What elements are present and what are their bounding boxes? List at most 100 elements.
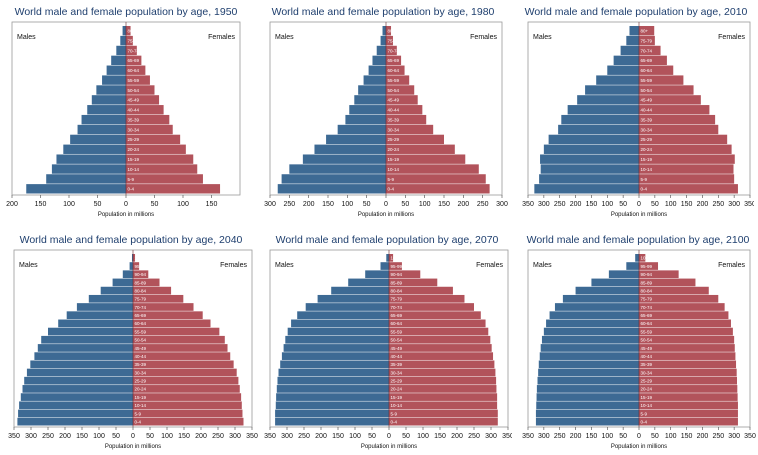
age-label: 40-44 bbox=[135, 354, 147, 359]
bar-females bbox=[386, 35, 393, 46]
chart-title: World male and female population by age,… bbox=[15, 6, 238, 18]
bar-males bbox=[535, 417, 639, 426]
age-label: 10-14 bbox=[391, 403, 403, 408]
bar-males bbox=[275, 409, 389, 418]
bar-females bbox=[639, 401, 738, 410]
bar-females bbox=[639, 144, 732, 154]
bar-females bbox=[639, 294, 719, 303]
bar-males bbox=[277, 184, 386, 194]
bar-females bbox=[133, 417, 244, 426]
age-label: 60-64 bbox=[128, 68, 140, 73]
age-label: 60-64 bbox=[641, 68, 653, 73]
age-label: 0-4 bbox=[641, 420, 648, 425]
bar-males bbox=[283, 344, 389, 352]
age-label: 70-74 bbox=[388, 48, 400, 53]
bar-males bbox=[613, 55, 639, 66]
x-tick-label: 200 bbox=[457, 201, 469, 208]
age-label: 30-34 bbox=[388, 127, 400, 132]
age-label: 50-54 bbox=[391, 338, 403, 343]
bar-females bbox=[133, 254, 136, 262]
bar-males bbox=[386, 254, 389, 262]
bar-males bbox=[276, 393, 389, 401]
age-label: 35-39 bbox=[388, 117, 400, 122]
bar-males bbox=[102, 75, 126, 85]
bar-males bbox=[48, 327, 133, 336]
age-label: 30-34 bbox=[135, 370, 147, 375]
bar-females bbox=[639, 311, 729, 320]
age-label: 75-79 bbox=[388, 38, 400, 43]
x-tick-label: 200 bbox=[451, 433, 463, 440]
bar-males bbox=[19, 401, 134, 410]
bar-males bbox=[554, 303, 639, 311]
bar-females bbox=[389, 368, 496, 377]
x-tick-label: 200 bbox=[315, 433, 327, 440]
age-label: 55-59 bbox=[391, 329, 403, 334]
bar-males bbox=[365, 270, 389, 279]
bar-males bbox=[22, 385, 133, 393]
bar-males bbox=[276, 385, 389, 393]
age-label: 15-19 bbox=[388, 157, 400, 162]
bar-females bbox=[639, 344, 735, 352]
bar-females bbox=[386, 174, 486, 184]
x-tick-label: 300 bbox=[496, 201, 508, 208]
males-label: Males bbox=[17, 34, 36, 41]
bar-females bbox=[133, 335, 225, 344]
bar-females bbox=[389, 393, 498, 401]
bar-females bbox=[639, 262, 659, 270]
bar-males bbox=[70, 134, 126, 145]
age-label: 50-54 bbox=[641, 338, 653, 343]
x-tick-label: 250 bbox=[712, 201, 724, 208]
x-tick-label: 350 bbox=[744, 433, 756, 440]
age-label: 25-29 bbox=[641, 379, 653, 384]
x-tick-label: 100 bbox=[601, 433, 613, 440]
bar-females bbox=[133, 303, 194, 311]
bar-females bbox=[639, 319, 731, 328]
females-label: Females bbox=[476, 262, 503, 269]
age-label: 5-9 bbox=[135, 411, 142, 416]
pyramid-2040: World male and female population by age,… bbox=[4, 232, 258, 454]
age-label: 20-24 bbox=[128, 147, 140, 152]
bar-females bbox=[639, 124, 719, 135]
bar-males bbox=[120, 35, 126, 46]
x-tick-label: 250 bbox=[42, 433, 54, 440]
x-tick-label: 150 bbox=[332, 433, 344, 440]
age-label: 15-19 bbox=[128, 157, 140, 162]
x-tick-label: 200 bbox=[697, 433, 709, 440]
bar-males bbox=[131, 254, 133, 262]
x-tick-label: 200 bbox=[59, 433, 71, 440]
x-tick-label: 250 bbox=[477, 201, 489, 208]
x-tick-label: 350 bbox=[8, 433, 20, 440]
bar-males bbox=[546, 319, 639, 328]
bar-females bbox=[639, 409, 738, 418]
age-label: 25-29 bbox=[388, 137, 400, 142]
bar-females bbox=[133, 409, 243, 418]
age-label: 20-24 bbox=[135, 387, 147, 392]
x-tick-label: 150 bbox=[681, 201, 693, 208]
pyramid-svg: World male and female population by age,… bbox=[8, 234, 258, 450]
bar-females bbox=[389, 262, 402, 270]
bar-females bbox=[386, 55, 402, 66]
bar-males bbox=[607, 65, 639, 75]
age-label: 55-59 bbox=[128, 78, 140, 83]
bar-males bbox=[372, 55, 386, 66]
age-label: 95-99 bbox=[641, 264, 653, 269]
x-tick-label: 100 bbox=[161, 433, 173, 440]
age-label: 10-14 bbox=[135, 403, 147, 408]
x-tick-label: 300 bbox=[485, 433, 497, 440]
bar-females bbox=[133, 344, 228, 352]
x-tick-label: 250 bbox=[298, 433, 310, 440]
bar-males bbox=[358, 85, 386, 95]
bar-females bbox=[639, 55, 667, 66]
age-label: 20-24 bbox=[388, 147, 400, 152]
bar-males bbox=[24, 376, 134, 385]
bar-females bbox=[133, 352, 231, 360]
bar-females bbox=[389, 327, 489, 336]
bar-males bbox=[635, 254, 639, 262]
bar-females bbox=[133, 319, 211, 328]
bar-females bbox=[389, 401, 498, 410]
x-tick-label: 0 bbox=[131, 433, 135, 440]
age-label: 5-9 bbox=[641, 411, 648, 416]
bar-males bbox=[620, 45, 639, 56]
bar-males bbox=[56, 154, 126, 164]
bar-males bbox=[34, 352, 133, 360]
